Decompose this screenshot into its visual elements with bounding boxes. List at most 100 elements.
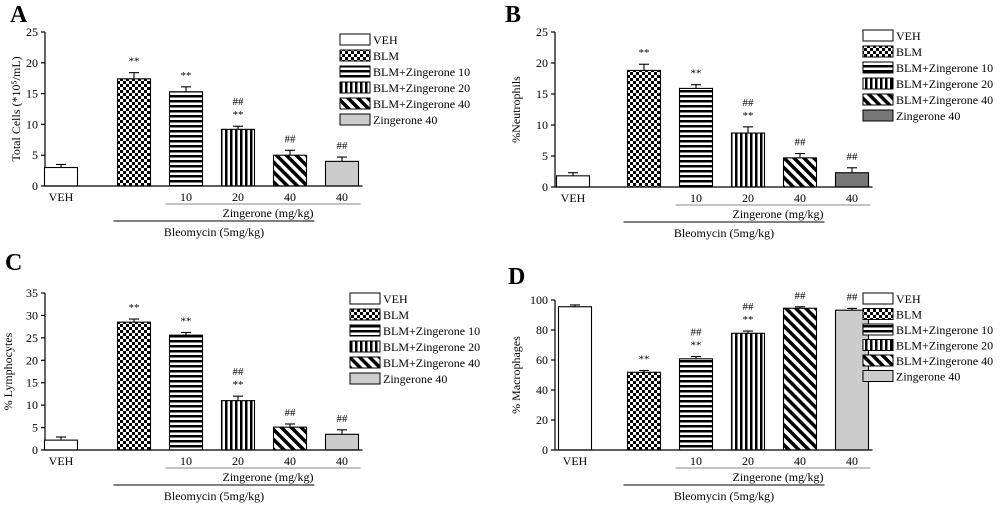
significance-mark: ** [181, 315, 192, 327]
y-tick-label: 20 [536, 56, 548, 70]
x-tick-label: 40 [336, 190, 348, 204]
panel-letter: D [508, 264, 525, 290]
legend-swatch [862, 61, 894, 74]
significance-mark: ## [233, 366, 245, 378]
y-tick-label: 20 [26, 56, 38, 70]
panel-letter: B [505, 2, 521, 28]
bar-blm-zingerone-40 [782, 307, 818, 451]
y-tick-label: 10 [26, 398, 38, 412]
legend-swatch [339, 81, 371, 94]
bar-veh [43, 166, 79, 187]
legend-swatch [349, 372, 381, 385]
group-label: Zingerone (mg/kg) [223, 470, 314, 484]
legend-swatch [862, 339, 894, 351]
x-tick-label: VEH [561, 191, 586, 205]
bar-blm-zingerone-10 [168, 91, 204, 187]
y-axis-label: % Macrophages [509, 336, 523, 414]
x-tick-label: 40 [846, 191, 858, 205]
significance-mark: ** [129, 56, 140, 68]
bar-zingerone-40 [324, 433, 360, 451]
significance-mark: ## [285, 407, 297, 419]
bar-veh [43, 439, 79, 451]
y-tick-label: 25 [26, 25, 38, 39]
legend-label: VEH [383, 292, 408, 306]
significance-mark: ** [639, 354, 650, 366]
legend-swatch [339, 33, 371, 46]
legend-swatch [349, 308, 381, 321]
y-tick-label: 0 [542, 180, 548, 194]
y-tick-label: 35 [26, 286, 38, 300]
x-tick-label: 40 [846, 454, 858, 468]
group-label: Zingerone (mg/kg) [223, 206, 314, 220]
bar-blm [116, 321, 152, 451]
legend-swatch [349, 324, 381, 337]
legend-swatch [339, 97, 371, 110]
x-tick-label: 10 [180, 190, 192, 204]
y-tick-label: 5 [542, 149, 548, 163]
bar-veh [555, 175, 591, 188]
significance-mark: ** [129, 302, 140, 314]
significance-mark: ** [743, 314, 754, 326]
legend-swatch [862, 323, 894, 336]
y-tick-label: 30 [26, 308, 38, 322]
bar-blm [626, 371, 662, 451]
significance-mark: ## [847, 151, 859, 163]
legend-label: BLM+Zingerone 20 [896, 339, 993, 353]
y-tick-label: 60 [536, 353, 548, 367]
y-tick-label: 40 [536, 383, 548, 397]
legend-swatch [862, 29, 894, 42]
bar-blm-zingerone-40 [782, 157, 818, 188]
legend-swatch [862, 308, 894, 320]
legend-label: VEH [896, 29, 921, 43]
group-label: Zingerone (mg/kg) [733, 207, 824, 221]
x-tick-label: 20 [232, 454, 244, 468]
significance-mark: ** [743, 110, 754, 122]
x-tick-label: VEH [49, 454, 74, 468]
legend-swatch [349, 292, 381, 305]
bar-blm-zingerone-20 [730, 332, 766, 451]
legend-swatch [862, 93, 894, 106]
group-label: Zingerone (mg/kg) [733, 470, 824, 484]
significance-mark: ** [233, 109, 244, 121]
y-tick-label: 15 [26, 376, 38, 390]
significance-mark: ## [795, 137, 807, 149]
treatment-label: Bleomycin (5mg/kg) [164, 489, 264, 503]
legend-label: BLM+Zingerone 10 [373, 65, 470, 79]
significance-mark: ** [639, 47, 650, 59]
legend-label: BLM+Zingerone 20 [896, 77, 993, 91]
x-tick-label: 40 [336, 454, 348, 468]
x-tick-label: 40 [794, 191, 806, 205]
significance-mark: ## [285, 133, 297, 145]
x-tick-label: 10 [180, 454, 192, 468]
x-tick-label: 40 [284, 190, 296, 204]
y-tick-label: 5 [32, 421, 38, 435]
y-tick-label: 0 [32, 443, 38, 457]
y-tick-label: 10 [536, 118, 548, 132]
significance-mark: ** [691, 340, 702, 352]
legend-swatch [862, 354, 894, 367]
bar-blm-zingerone-10 [678, 358, 714, 451]
significance-mark: ** [691, 68, 702, 80]
bar-blm-zingerone-10 [168, 334, 204, 451]
bar-veh [557, 306, 593, 451]
significance-mark: ## [337, 413, 349, 425]
legend-label: Zingerone 40 [373, 113, 437, 127]
y-tick-label: 15 [536, 87, 548, 101]
x-tick-label: 40 [794, 454, 806, 468]
y-tick-label: 5 [32, 148, 38, 162]
x-tick-label: 20 [742, 191, 754, 205]
legend-label: BLM+Zingerone 10 [896, 61, 993, 75]
legend-label: BLM+Zingerone 40 [383, 356, 480, 370]
y-tick-label: 80 [536, 323, 548, 337]
legend-label: Zingerone 40 [383, 372, 447, 386]
panel-letter: C [5, 250, 22, 276]
legend-swatch [349, 356, 381, 369]
significance-mark: ## [847, 291, 859, 303]
legend-label: BLM+Zingerone 40 [896, 93, 993, 107]
legend-swatch [339, 113, 371, 126]
y-tick-label: 0 [542, 443, 548, 457]
legend-label: BLM+Zingerone 40 [896, 354, 993, 368]
bar-zingerone-40 [834, 172, 870, 188]
